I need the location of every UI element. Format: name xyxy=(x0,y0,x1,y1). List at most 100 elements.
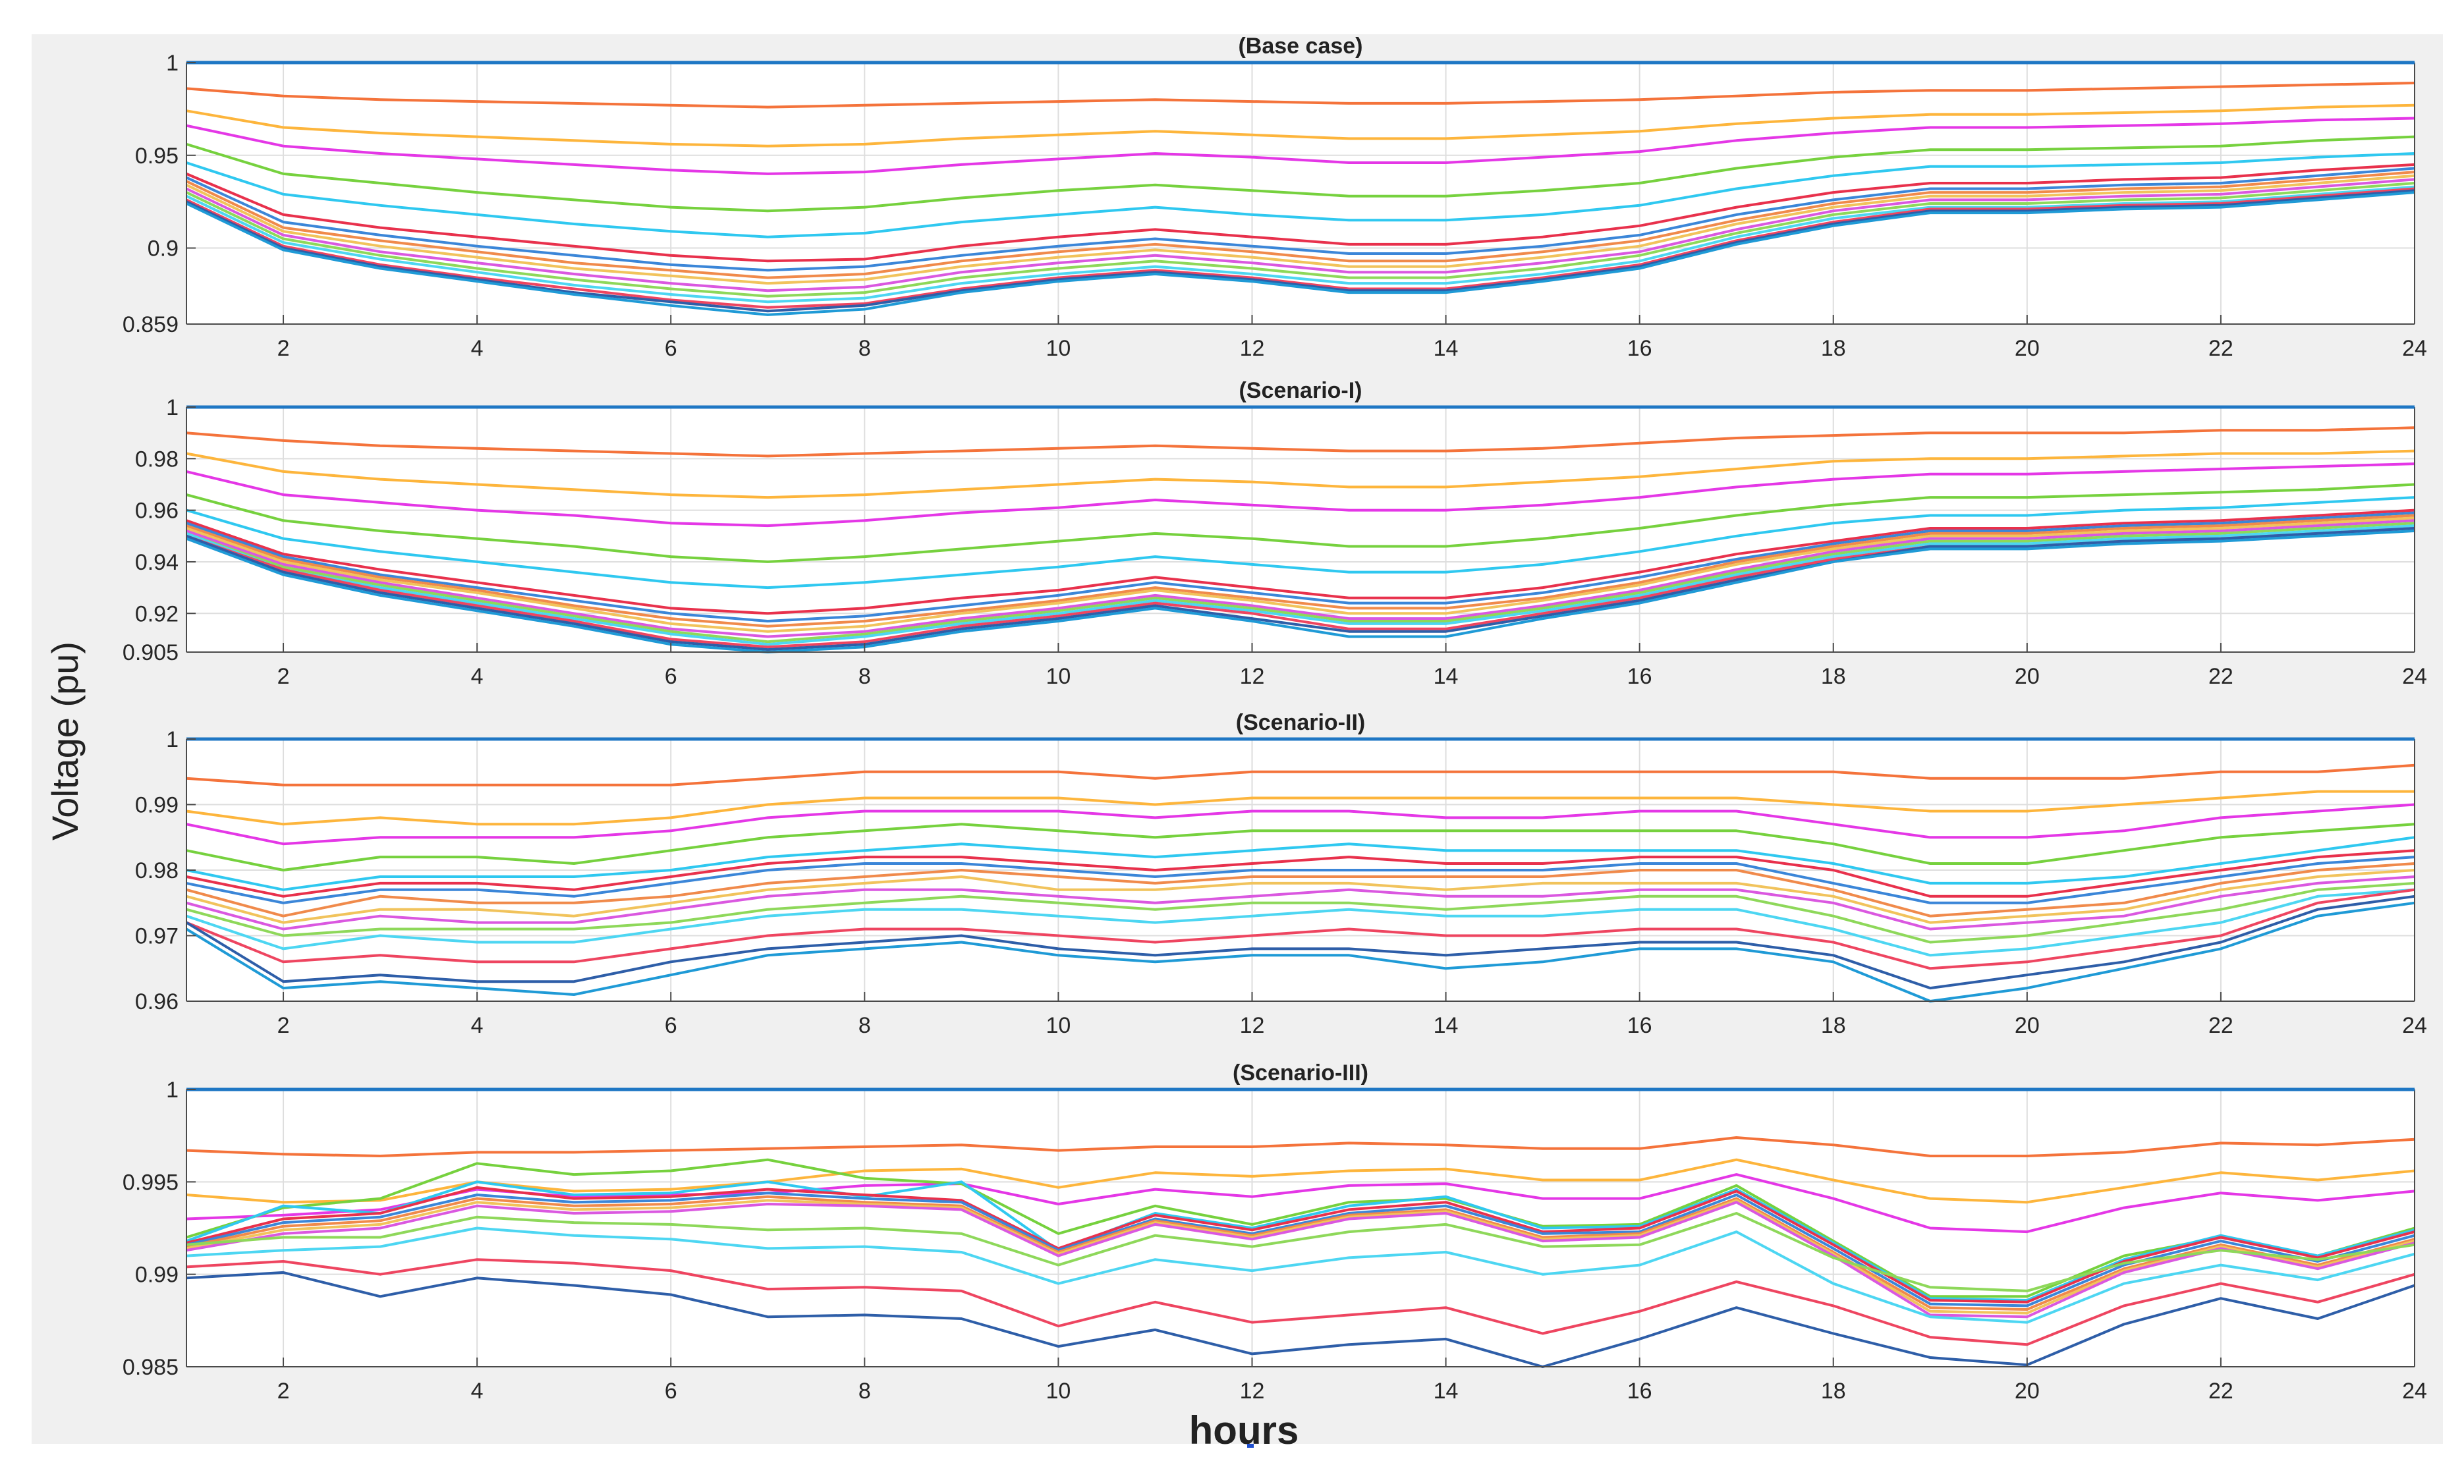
x-tick-label: 22 xyxy=(2208,1379,2233,1404)
series-line-bus-8 xyxy=(186,862,2415,918)
series-line-bus-15 xyxy=(186,530,2415,653)
y-tick-label: 0.98 xyxy=(135,447,179,472)
x-tick-label: 16 xyxy=(1627,336,1652,361)
y-tick-label: 0.94 xyxy=(135,550,179,575)
series-line-bus-4 xyxy=(186,823,2415,871)
x-tick-label: 18 xyxy=(1821,1379,1846,1404)
x-tick-label: 20 xyxy=(2015,1379,2040,1404)
series-line-bus-7 xyxy=(186,167,2415,272)
series-line-bus-2 xyxy=(186,449,2415,499)
series-line-bus-9 xyxy=(186,174,2415,285)
series-line-bus-11 xyxy=(186,881,2415,944)
y-tick-label: 0.9 xyxy=(148,236,179,261)
series-line-bus-12 xyxy=(186,1226,2415,1324)
x-tick-label: 16 xyxy=(1627,1379,1652,1404)
x-tick-label: 14 xyxy=(1434,336,1459,361)
x-tick-label: 22 xyxy=(2208,664,2233,689)
series-line-bus-6 xyxy=(186,1186,2415,1304)
figure-xlabel: hours xyxy=(1189,1408,1299,1452)
series-line-bus-12 xyxy=(186,888,2415,957)
series-line-bus-13 xyxy=(186,187,2415,309)
x-tick-label: 14 xyxy=(1434,1013,1459,1038)
y-tick-label: 0.99 xyxy=(135,1263,179,1288)
x-tick-label: 6 xyxy=(665,1013,677,1038)
series-line-bus-6 xyxy=(186,163,2415,263)
series-line-bus-15 xyxy=(186,191,2415,316)
x-tick-label: 16 xyxy=(1627,664,1652,689)
y-tick-label: 0.96 xyxy=(135,989,179,1014)
x-tick-label: 18 xyxy=(1821,664,1846,689)
x-tick-label: 12 xyxy=(1240,1379,1265,1404)
x-tick-label: 8 xyxy=(858,664,871,689)
x-tick-label: 24 xyxy=(2402,1013,2427,1038)
x-tick-label: 14 xyxy=(1434,664,1459,689)
series-line-bus-5 xyxy=(186,1180,2415,1302)
y-tick-label: 0.92 xyxy=(135,601,179,626)
series-line-bus-9 xyxy=(186,869,2415,924)
series-line-bus-1 xyxy=(186,426,2415,458)
x-tick-label: 8 xyxy=(858,1013,871,1038)
subplot-title: (Base case) xyxy=(1238,34,1362,59)
series-line-bus-12 xyxy=(186,524,2415,646)
x-tick-label: 2 xyxy=(277,664,290,689)
series-line-bus-2 xyxy=(186,1158,2415,1204)
x-tick-label: 24 xyxy=(2402,336,2427,361)
y-tick-label: 1 xyxy=(166,727,179,752)
series-line-bus-11 xyxy=(186,1212,2415,1292)
x-tick-label: 18 xyxy=(1821,336,1846,361)
subplot-title: (Scenario-II) xyxy=(1236,710,1365,735)
series-line-bus-10 xyxy=(186,519,2415,638)
subplot-4: 2 4 6 8 10 12 14 16 18 20 22 240.9850.990.9951(Scen… xyxy=(123,1060,2427,1404)
series-line-bus-9 xyxy=(186,1199,2415,1315)
x-tick-label: 4 xyxy=(471,336,484,361)
series-line-bus-10 xyxy=(186,1201,2415,1319)
x-tick-label: 22 xyxy=(2208,1013,2233,1038)
x-tick-label: 18 xyxy=(1821,1013,1846,1038)
subplot-3: 2 4 6 8 10 12 14 16 18 20 22 240.960.970.980.991(Sc… xyxy=(135,710,2427,1038)
series-line-bus-14 xyxy=(185,894,2415,990)
series-line-bus-8 xyxy=(186,171,2415,279)
y-tick-label: 0.95 xyxy=(135,144,179,169)
series-line-bus-14 xyxy=(186,189,2415,313)
y-tick-label: 0.97 xyxy=(135,924,179,949)
series-line-bus-9 xyxy=(186,516,2415,633)
series-line-bus-2 xyxy=(186,790,2415,826)
series-line-bus-14 xyxy=(186,527,2415,651)
subplot-title: (Scenario-I) xyxy=(1239,378,1362,403)
x-tick-label: 20 xyxy=(2015,1013,2040,1038)
y-tick-label: 0.905 xyxy=(123,640,179,665)
series-line-bus-4 xyxy=(186,483,2415,563)
y-tick-label: 0.995 xyxy=(123,1170,179,1195)
x-tick-label: 2 xyxy=(277,1013,290,1038)
x-tick-label: 10 xyxy=(1046,664,1071,689)
x-tick-label: 6 xyxy=(665,1379,677,1404)
series-line-bus-5 xyxy=(186,152,2415,238)
subplot-2: 2 4 6 8 10 12 14 16 18 20 22 240.9050.920.940.960.9… xyxy=(123,378,2427,689)
x-tick-label: 4 xyxy=(471,664,484,689)
series-line-bus-3 xyxy=(186,803,2415,846)
x-tick-label: 2 xyxy=(277,1379,290,1404)
series-line-bus-1 xyxy=(186,763,2415,786)
x-tick-label: 12 xyxy=(1240,336,1265,361)
x-tick-label: 4 xyxy=(471,1013,484,1038)
series-line-bus-15 xyxy=(185,901,2415,1003)
x-tick-label: 22 xyxy=(2208,336,2233,361)
series-line-bus-10 xyxy=(186,178,2415,292)
x-tick-label: 24 xyxy=(2402,1379,2427,1404)
series-line-bus-11 xyxy=(186,182,2415,298)
series-line-bus-1 xyxy=(186,82,2415,109)
series-line-bus-8 xyxy=(186,1195,2415,1311)
series-line-bus-13 xyxy=(186,888,2415,970)
y-tick-label: 1 xyxy=(166,1078,179,1103)
x-tick-label: 10 xyxy=(1046,336,1071,361)
y-tick-label: 0.985 xyxy=(123,1355,179,1380)
series-line-bus-8 xyxy=(186,514,2415,628)
x-tick-label: 12 xyxy=(1240,664,1265,689)
y-tick-label: 1 xyxy=(166,51,179,76)
series-line-bus-6 xyxy=(186,849,2415,898)
series-line-bus-1 xyxy=(186,1136,2415,1157)
series-line-bus-14 xyxy=(186,1271,2415,1368)
series-line-bus-13 xyxy=(186,1258,2415,1346)
